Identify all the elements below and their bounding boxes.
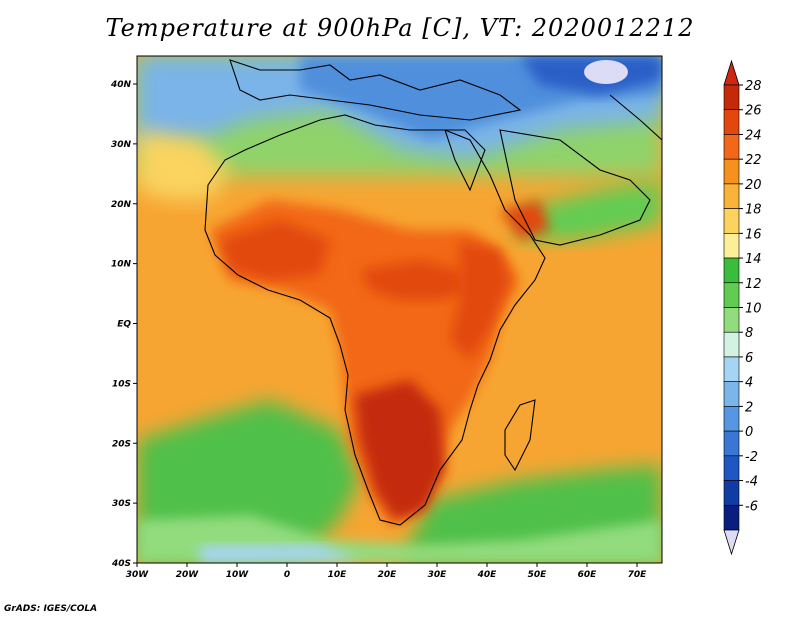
colorbar-segment <box>723 504 740 531</box>
colorbar-segment <box>723 183 740 209</box>
colorbar-segment <box>723 406 740 432</box>
colorbar-label: 2 <box>745 400 753 415</box>
temperature-field <box>137 56 662 563</box>
plot-frame <box>136 55 663 564</box>
latitude-axis: 40N 30N 20N 10N EQ 10S 20S 30S 40S <box>110 80 137 569</box>
colorbar-segment <box>723 381 740 407</box>
lat-tick-label: 20N <box>111 200 132 210</box>
colorbar-segment <box>723 158 740 185</box>
lat-tick-label: 10S <box>112 379 131 389</box>
colorbar-label: 4 <box>745 376 753 391</box>
colorbar-label: 16 <box>745 227 762 242</box>
credit-text: GrADS: IGES/COLA <box>4 604 98 614</box>
lon-tick-label: 10E <box>328 570 348 580</box>
colorbar-label: 10 <box>745 302 762 317</box>
colorbar-label: 12 <box>745 277 762 292</box>
colorbar-segment <box>723 233 740 259</box>
colorbar-segment <box>723 356 740 382</box>
colorbar-bottom-arrow <box>723 529 740 556</box>
colorbar-label: -2 <box>745 450 758 465</box>
lat-tick-label: 40N <box>110 80 132 90</box>
lat-tick-label: EQ <box>117 320 131 330</box>
lat-tick-label: 10N <box>111 260 132 270</box>
colorbar-segment <box>723 480 740 506</box>
coastline <box>204 59 662 526</box>
colorbar-label: -6 <box>745 499 758 514</box>
colorbar-label: 28 <box>745 79 762 94</box>
colorbar-label: 6 <box>745 351 753 366</box>
map-title: Temperature at 900hPa [C], VT: 202001221… <box>105 14 695 42</box>
colorbar-segment <box>723 430 740 457</box>
colorbar-segment <box>723 257 740 284</box>
colorbar-label: 24 <box>745 128 762 143</box>
lon-tick-label: 10W <box>226 570 250 580</box>
colorbar-segment <box>723 84 740 111</box>
colorbar-label: 8 <box>745 326 753 341</box>
lat-tick-label: 20S <box>112 439 131 449</box>
colorbar-label: 22 <box>745 153 762 168</box>
lon-tick-label: 60E <box>578 570 598 580</box>
longitude-axis: 30W 20W 10W 0 10E 20E 30E 40E 50E 60E 70E <box>126 563 647 580</box>
lon-tick-label: 0 <box>284 570 290 580</box>
lon-tick-label: 50E <box>528 570 548 580</box>
lon-tick-label: 70E <box>628 570 648 580</box>
lon-tick-label: 40E <box>477 570 498 580</box>
colorbar-top-arrow <box>723 59 740 86</box>
colorbar-label: -4 <box>745 475 758 490</box>
colorbar-segment <box>723 307 740 333</box>
lon-tick-label: 20W <box>176 570 200 580</box>
lon-tick-label: 30W <box>126 570 150 580</box>
colorbar-segment <box>723 134 740 160</box>
lat-tick-label: 30S <box>112 499 131 509</box>
colorbar-label: 14 <box>745 252 762 267</box>
colorbar-label: 20 <box>745 178 762 193</box>
colorbar-segment <box>723 331 740 358</box>
colorbar-label: 0 <box>745 425 753 440</box>
lon-tick-label: 20E <box>378 570 398 580</box>
lat-tick-label: 30N <box>111 140 132 150</box>
colorbar-segment <box>723 455 740 481</box>
colorbar-segment <box>723 109 740 135</box>
colorbar-label: 18 <box>745 203 762 218</box>
colorbar-segment <box>723 208 740 234</box>
colorbar-label: 26 <box>745 104 762 119</box>
colorbar-segment <box>723 282 740 308</box>
lat-tick-label: 40S <box>111 559 131 569</box>
lon-tick-label: 30E <box>428 570 448 580</box>
